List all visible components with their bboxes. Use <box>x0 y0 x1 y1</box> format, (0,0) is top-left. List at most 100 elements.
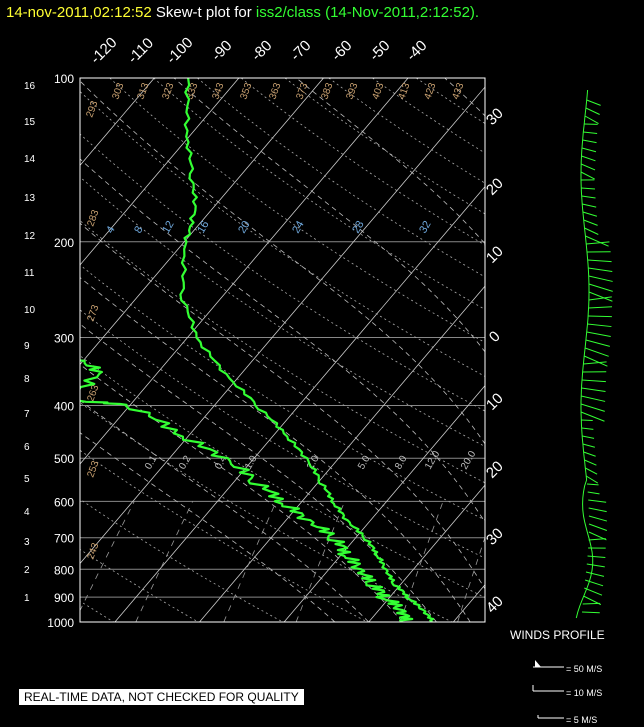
height-km-label: 5 <box>24 474 30 485</box>
dry-adiabat-label: 393 <box>344 81 360 101</box>
moist-adiabat-label: 16 <box>195 219 212 236</box>
wind-barb <box>580 171 595 180</box>
moist-adiabat-line <box>80 222 485 590</box>
dry-adiabat-label: 383 <box>319 81 335 101</box>
dry-adiabat-line <box>80 264 485 521</box>
wind-barb <box>585 107 600 115</box>
wind-barb <box>582 203 597 208</box>
wind-barb <box>585 475 599 484</box>
wind-barb <box>584 579 604 587</box>
dry-adiabat-line <box>284 78 485 215</box>
moist-adiabat-label: 32 <box>417 219 434 236</box>
wind-barb <box>588 315 612 318</box>
isotherm-right-label: 30 <box>483 525 507 549</box>
wind-barb <box>588 515 608 522</box>
pressure-tick-label: 200 <box>54 236 74 250</box>
wind-barb <box>581 147 597 153</box>
moist-adiabat-line <box>80 432 336 622</box>
pressure-tick-label: 600 <box>54 495 74 509</box>
wind-barb <box>587 555 606 558</box>
moist-adiabat-label: 4 <box>104 224 117 235</box>
winds-profile-title: WINDS PROFILE <box>510 628 605 642</box>
dry-adiabat-line <box>80 498 283 622</box>
moist-adiabat-label: 8 <box>132 224 145 235</box>
wind-barb <box>587 491 600 495</box>
wind-barb <box>580 403 605 412</box>
dry-adiabat-line <box>80 176 485 447</box>
wind-barb <box>588 499 607 503</box>
wind-barb <box>585 235 609 247</box>
legend-10ms: = 10 M/S <box>566 688 603 698</box>
wind-barb <box>585 467 598 475</box>
height-km-label: 12 <box>24 231 36 242</box>
wind-barb <box>586 483 599 486</box>
mixing-ratio-line <box>295 501 346 622</box>
height-km-label: 8 <box>24 374 30 385</box>
pressure-tick-label: 1000 <box>47 616 74 630</box>
height-km-label: 13 <box>24 193 36 204</box>
wind-barb <box>581 427 594 430</box>
isotherm-line <box>80 78 409 465</box>
isotherm-right-label: 10 <box>483 243 507 267</box>
dry-adiabat-line <box>197 78 485 278</box>
height-km-label: 2 <box>24 565 30 576</box>
wind-barb <box>582 443 595 448</box>
moist-adiabat-label: 28 <box>350 219 367 236</box>
wind-barb <box>582 611 600 614</box>
mixing-ratio-label: 0.2 <box>177 454 194 472</box>
isotherm-right-label: 20 <box>483 175 507 199</box>
mixing-ratio-line <box>510 501 547 622</box>
legend-50ms: = 50 M/S <box>566 664 603 674</box>
title-suffix: (14-Nov-2011,2:12:52). <box>325 4 480 21</box>
moist-adiabat-line <box>80 276 471 622</box>
wind-barb <box>588 523 607 531</box>
wind-barb <box>585 571 605 577</box>
wind-barb <box>583 451 596 457</box>
dry-adiabat-line <box>80 90 485 377</box>
moist-adiabat-line <box>80 399 369 622</box>
isotherm-line <box>283 385 485 622</box>
wind-barb <box>588 267 613 273</box>
height-km-label: 10 <box>24 305 36 316</box>
height-km-label: 11 <box>24 268 35 279</box>
isotherm-line <box>114 185 485 622</box>
isotherm-right-label: 40 <box>483 593 507 617</box>
legend-5ms: = 5 M/S <box>566 715 598 725</box>
dry-adiabat-label: 243 <box>85 541 101 561</box>
isotherm-line <box>622 78 644 622</box>
dry-adiabat-label: 353 <box>238 81 254 101</box>
dry-adiabat-line <box>109 78 485 343</box>
wind-barb <box>582 139 597 144</box>
dry-adiabat-line <box>80 220 485 484</box>
wind-barb <box>581 387 606 393</box>
wind-barb <box>588 283 613 292</box>
wind-barb <box>582 211 598 217</box>
isotherm-top-label: -70 <box>287 37 314 64</box>
wind-barb <box>587 323 612 328</box>
moist-adiabat-line <box>296 78 485 245</box>
wind-barb <box>583 361 607 365</box>
isotherm-right-label: 30 <box>483 105 507 129</box>
wind-barb <box>586 563 605 568</box>
isotherm-right-label: 0 <box>486 328 504 346</box>
mixing-ratio-line <box>399 501 444 622</box>
height-km-label: 6 <box>24 442 30 453</box>
isotherm-line <box>80 78 240 266</box>
mixing-ratio-label: 20.0 <box>459 449 478 472</box>
wind-barb <box>588 507 607 513</box>
dry-adiabat-line <box>80 401 453 622</box>
height-km-label: 15 <box>24 117 36 128</box>
mixing-ratio-label: 5.0 <box>356 454 373 472</box>
wind-barb <box>584 227 599 235</box>
chart-title: 14-nov-2011,02:12:52 Skew-t plot for iss… <box>6 4 479 21</box>
dry-adiabat-label: 323 <box>160 81 176 101</box>
dry-adiabat-label: 363 <box>267 81 283 101</box>
isotherm-line <box>80 86 485 565</box>
moist-adiabat-line <box>80 158 485 523</box>
disclaimer-banner: REAL-TIME DATA, NOT CHECKED FOR QUALITY <box>19 689 304 705</box>
height-km-label: 9 <box>24 341 30 352</box>
wind-barb <box>588 275 613 282</box>
wind-barb <box>588 296 612 301</box>
pressure-tick-label: 900 <box>54 591 74 605</box>
